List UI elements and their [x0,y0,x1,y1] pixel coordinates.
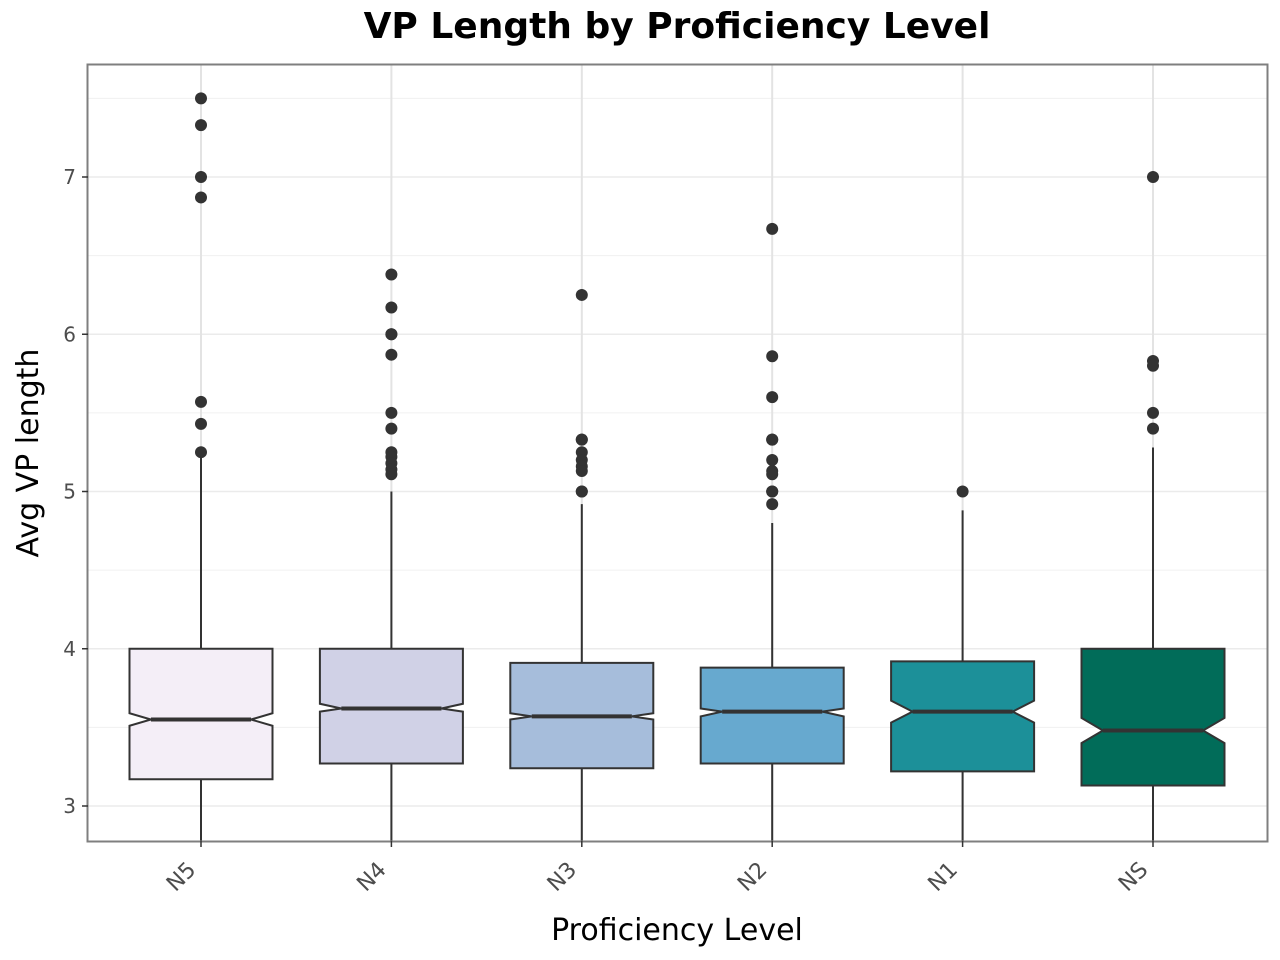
outlier-point [195,417,207,430]
axis-layer: 3 4 5 6 7 N5 N4 N3 N2 N1 NS [63,165,1154,897]
outlier-point [195,119,207,132]
outlier-point [385,422,398,435]
outlier-point [385,268,398,281]
box-body [128,647,274,781]
x-tick-label: N4 [352,858,391,897]
outlier-point [766,468,779,481]
outlier-point [766,498,779,511]
y-tick-label: 7 [63,165,76,189]
outlier-point [1147,422,1159,435]
outlier-point [195,191,207,204]
outlier-point [766,485,779,498]
outlier-point [575,288,588,301]
outlier-point [385,348,398,361]
outlier-point [385,301,398,314]
outlier-point [575,485,588,498]
outlier-point [766,222,779,235]
box-N4 [318,268,464,841]
box-NS [1080,171,1226,841]
panel-border [86,63,1269,843]
x-axis-label: Proficiency Level [551,913,803,948]
y-tick-label: 6 [63,322,76,346]
outlier-point [195,92,207,105]
x-tick-label: N1 [924,858,963,897]
box-N3 [509,288,655,841]
outlier-point [575,433,588,446]
x-tick-label: N5 [162,858,201,897]
outlier-point [766,433,779,446]
box-body [1080,647,1226,787]
box-layer [128,92,1226,841]
x-tick-label: N3 [543,858,582,897]
box-N2 [699,222,845,841]
outlier-point [1147,359,1159,372]
outlier-point [956,485,969,498]
outlier-point [195,395,207,408]
outlier-point [195,171,207,183]
y-tick-label: 4 [63,637,76,661]
box-body [890,660,1036,773]
chart-title: VP Length by Proficiency Level [363,6,991,47]
outlier-point [766,454,779,467]
outlier-point [575,465,588,478]
y-axis-label: Avg VP length [11,349,46,558]
box-N5 [128,92,274,841]
outlier-point [385,468,398,481]
box-N1 [890,485,1036,841]
outlier-point [1147,406,1159,419]
y-tick-label: 3 [63,794,76,818]
outlier-point [766,350,779,363]
outlier-point [195,446,207,459]
outlier-point [385,328,398,341]
x-tick-label: N2 [733,858,772,897]
y-tick-label: 5 [63,480,76,504]
outlier-point [385,406,398,419]
x-tick-label: NS [1114,858,1153,897]
box-body [699,666,845,765]
outlier-point [766,391,779,404]
box-body [318,647,464,765]
outlier-point [1147,171,1159,183]
